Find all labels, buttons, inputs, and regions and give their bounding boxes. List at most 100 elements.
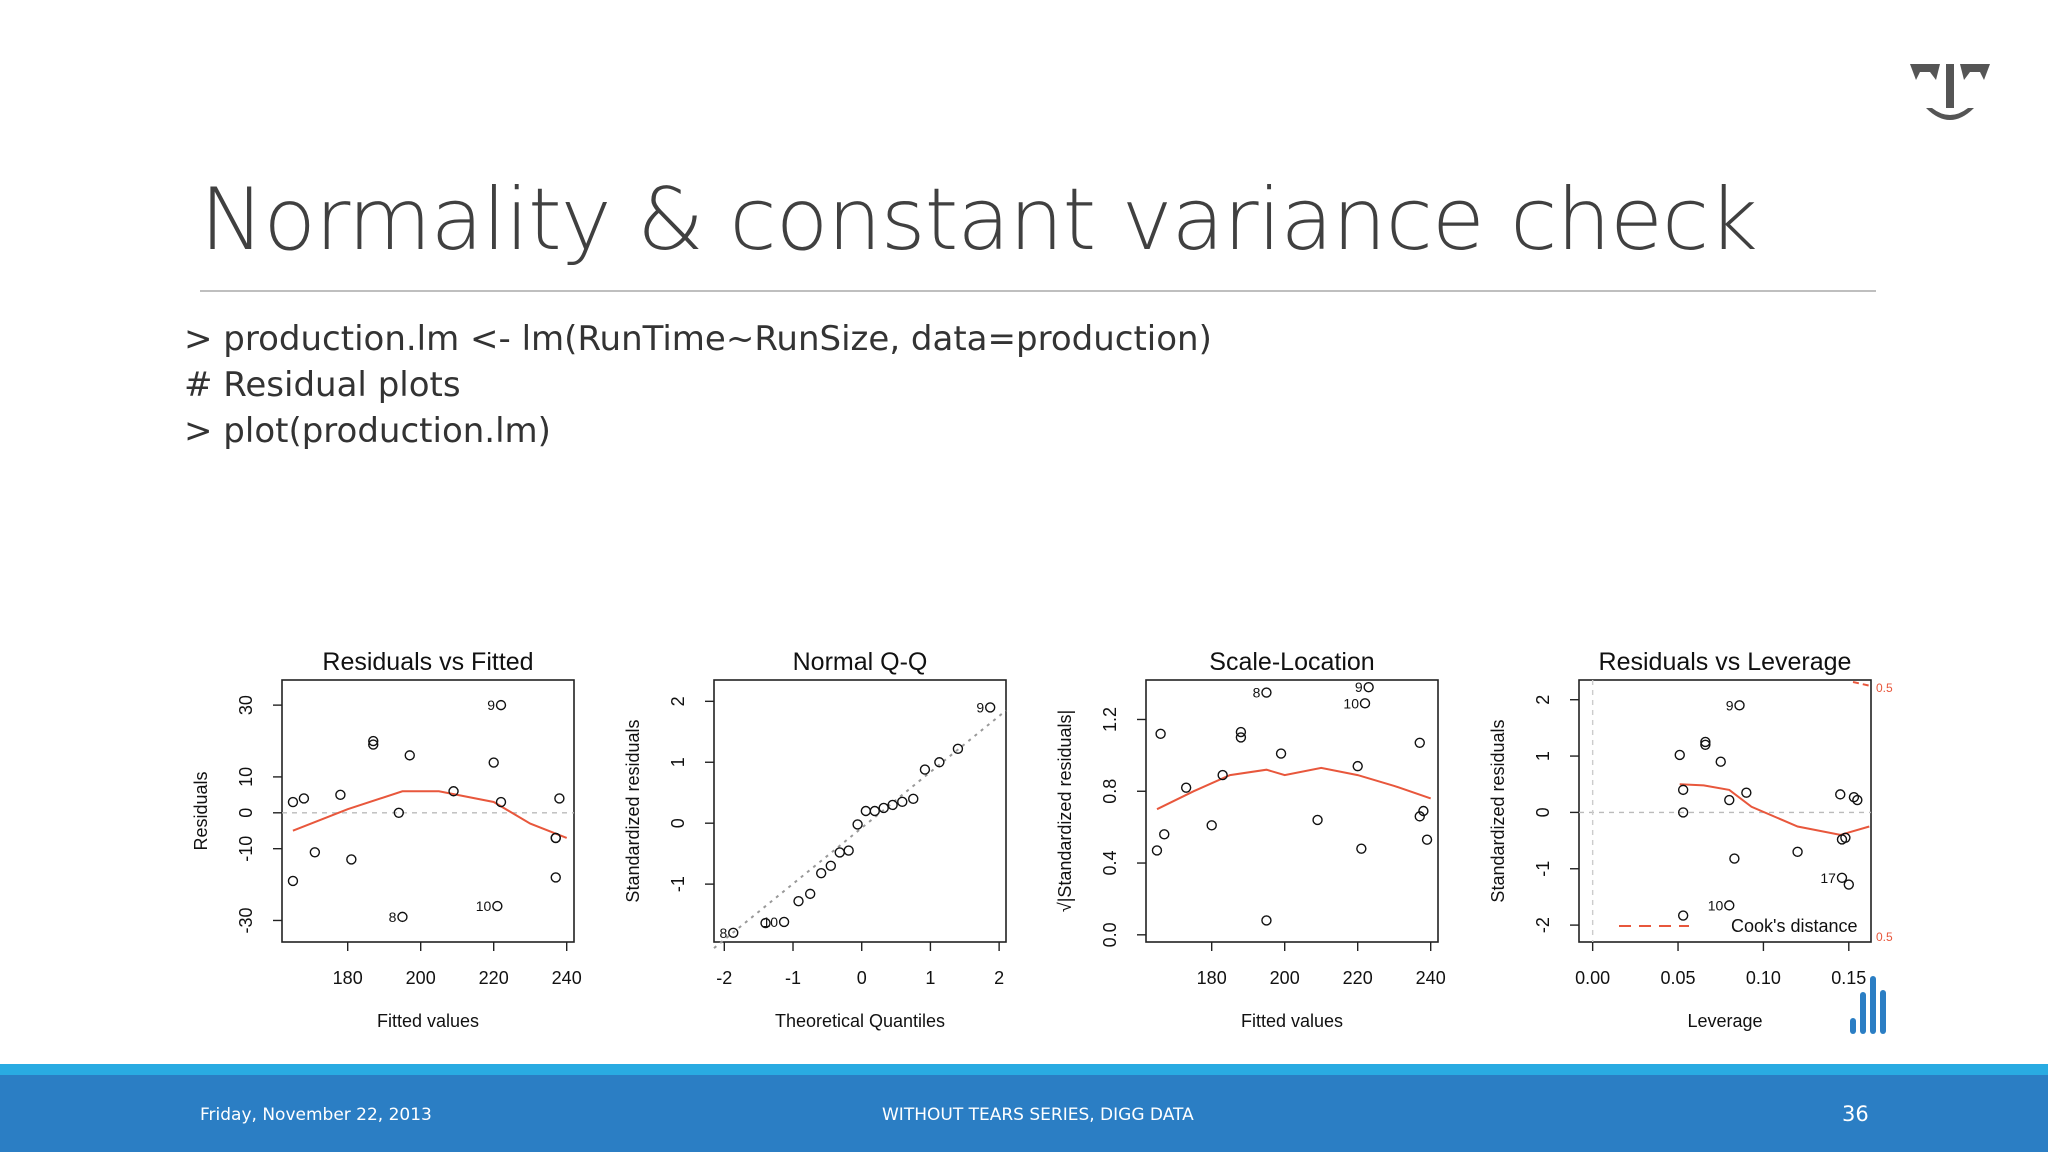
plot4-y-axis-label: Standardized residuals — [1488, 719, 1508, 902]
plot3-data-point — [1180, 782, 1192, 793]
plot4-data-point — [1734, 700, 1745, 711]
plot2-qq-reference-line — [713, 709, 1007, 949]
plot3-data-point — [1206, 820, 1217, 831]
plot4-cook-label-top: 0.5 — [1876, 681, 1893, 695]
plot4-legend-label: Cook's distance — [1731, 916, 1858, 936]
plot2-point-label: 9 — [976, 699, 984, 715]
plot1-data-point — [495, 796, 507, 808]
plot4-data-point — [1677, 807, 1689, 818]
footer-series-title: WITHOUT TEARS SERIES, DIGG DATA — [882, 1105, 1194, 1125]
plot2-y-axis-label: Standardized residuals — [623, 719, 643, 902]
plot3-data-point — [1352, 760, 1363, 772]
plot1-x-tick-label: 240 — [552, 968, 582, 988]
plot3-x-tick-label: 220 — [1343, 968, 1373, 988]
plot4-point-label: 10 — [1708, 897, 1724, 913]
plot1-data-point — [550, 832, 561, 844]
plot4-data-point — [1741, 787, 1752, 798]
plot3-x-tick-label: 180 — [1197, 968, 1227, 988]
plot3-data-point — [1261, 915, 1272, 926]
plot1-data-point — [554, 793, 565, 804]
plot1-point-label: 8 — [389, 909, 397, 925]
plot3-data-point — [1421, 834, 1433, 845]
plot2-data-point — [843, 845, 854, 856]
plot4-y-tick-label: -1 — [1533, 861, 1553, 877]
plot1-x-tick-label: 220 — [479, 968, 509, 988]
plot1-point-label: 10 — [476, 898, 492, 914]
plot1-data-point — [492, 900, 503, 912]
plot1-data-point — [404, 750, 415, 761]
plot4-data-point — [1836, 872, 1848, 883]
plot2-data-point — [887, 799, 898, 811]
code-block: > production.lm <- lm(RunTime~RunSize, d… — [184, 316, 1212, 454]
plot2-data-point — [908, 793, 919, 805]
plot2-data-point — [778, 916, 790, 928]
plot3-y-axis-label: √|Standardized residuals| — [1055, 710, 1075, 912]
plot2-x-tick-label: 0 — [857, 968, 867, 988]
plot2-data-point — [934, 757, 945, 768]
plot4-x-tick-label: 0.10 — [1746, 968, 1781, 988]
plot4-data-point — [1835, 789, 1846, 800]
plot4-data-point — [1677, 910, 1689, 921]
plot4-point-label: 9 — [1726, 697, 1734, 713]
plot2-data-point — [815, 867, 827, 879]
plot3-x-tick-label: 200 — [1270, 968, 1300, 988]
plot2-x-tick-label: -1 — [785, 968, 801, 988]
plot4-cook-contour-top — [1852, 681, 1872, 687]
page-number: 36 — [1842, 1102, 1869, 1126]
plot4-data-point — [1724, 794, 1735, 806]
plot3-point-label: 9 — [1355, 679, 1363, 695]
plot2-data-point — [984, 702, 996, 713]
plot1-data-point — [287, 796, 299, 808]
plot2-data-point — [793, 895, 804, 907]
watermark-bar — [1870, 976, 1876, 1034]
plot2-x-tick-label: 2 — [994, 968, 1004, 988]
plot3-x-tick-label: 240 — [1416, 968, 1446, 988]
plot2-data-point — [878, 802, 889, 814]
plot4-y-tick-label: 0 — [1533, 807, 1553, 817]
title-divider — [200, 290, 1876, 292]
plot4-data-point — [1848, 791, 1860, 803]
plot1-data-point — [488, 757, 499, 768]
plot3-data-point — [1235, 732, 1247, 743]
plot1-data-point — [335, 789, 346, 801]
plot3-data-point — [1363, 681, 1374, 693]
plot3-smoother-line — [1156, 766, 1432, 811]
plot2-y-tick-label: 0 — [668, 818, 688, 828]
plot1-data-point — [309, 847, 321, 858]
plot1-data-point — [368, 735, 379, 747]
plot1-x-axis-label: Fitted values — [377, 1011, 479, 1031]
plot2-data-point — [804, 888, 816, 900]
plot4-x-tick-label: 0.00 — [1575, 968, 1610, 988]
plot3-point-label: 8 — [1253, 685, 1261, 701]
plot3-data-point — [1356, 843, 1367, 854]
plot4-data-point — [1843, 879, 1855, 890]
plot1-data-point — [346, 854, 357, 865]
plot3-data-point — [1275, 748, 1287, 759]
footer-bar: Friday, November 22, 2013 WITHOUT TEARS … — [0, 1075, 2048, 1152]
plot3-data-point — [1312, 814, 1323, 826]
plot2-data-point — [834, 847, 845, 858]
plot4-x-tick-label: 0.15 — [1831, 968, 1866, 988]
watermark-bar — [1850, 1018, 1856, 1034]
plot2-frame — [713, 679, 1007, 943]
plot4-data-point — [1840, 832, 1851, 843]
plot4-data-point — [1700, 739, 1711, 750]
plot3-title: Scale-Location — [1209, 648, 1374, 676]
plot3-data-point — [1261, 687, 1272, 698]
plot2-data-point — [852, 819, 863, 830]
plot2-x-axis-label: Theoretical Quantiles — [775, 1011, 945, 1031]
footer-date: Friday, November 22, 2013 — [200, 1105, 432, 1125]
footer-stripe — [0, 1064, 2048, 1075]
plot2-x-tick-label: 1 — [925, 968, 935, 988]
plot1-data-point — [393, 807, 404, 818]
plot3-data-point — [1217, 769, 1228, 781]
plot3-data-point — [1151, 845, 1163, 856]
plot3-frame — [1145, 679, 1439, 943]
plot4-cook-label-bottom: 0.5 — [1876, 930, 1893, 944]
plot4-frame — [1578, 679, 1872, 943]
plot4-y-tick-label: 2 — [1533, 695, 1553, 705]
plot1-data-point — [397, 911, 408, 923]
plot3-y-tick-label: 0.8 — [1100, 779, 1120, 804]
plot2-data-point — [952, 743, 964, 755]
plot2-data-point — [860, 805, 872, 817]
